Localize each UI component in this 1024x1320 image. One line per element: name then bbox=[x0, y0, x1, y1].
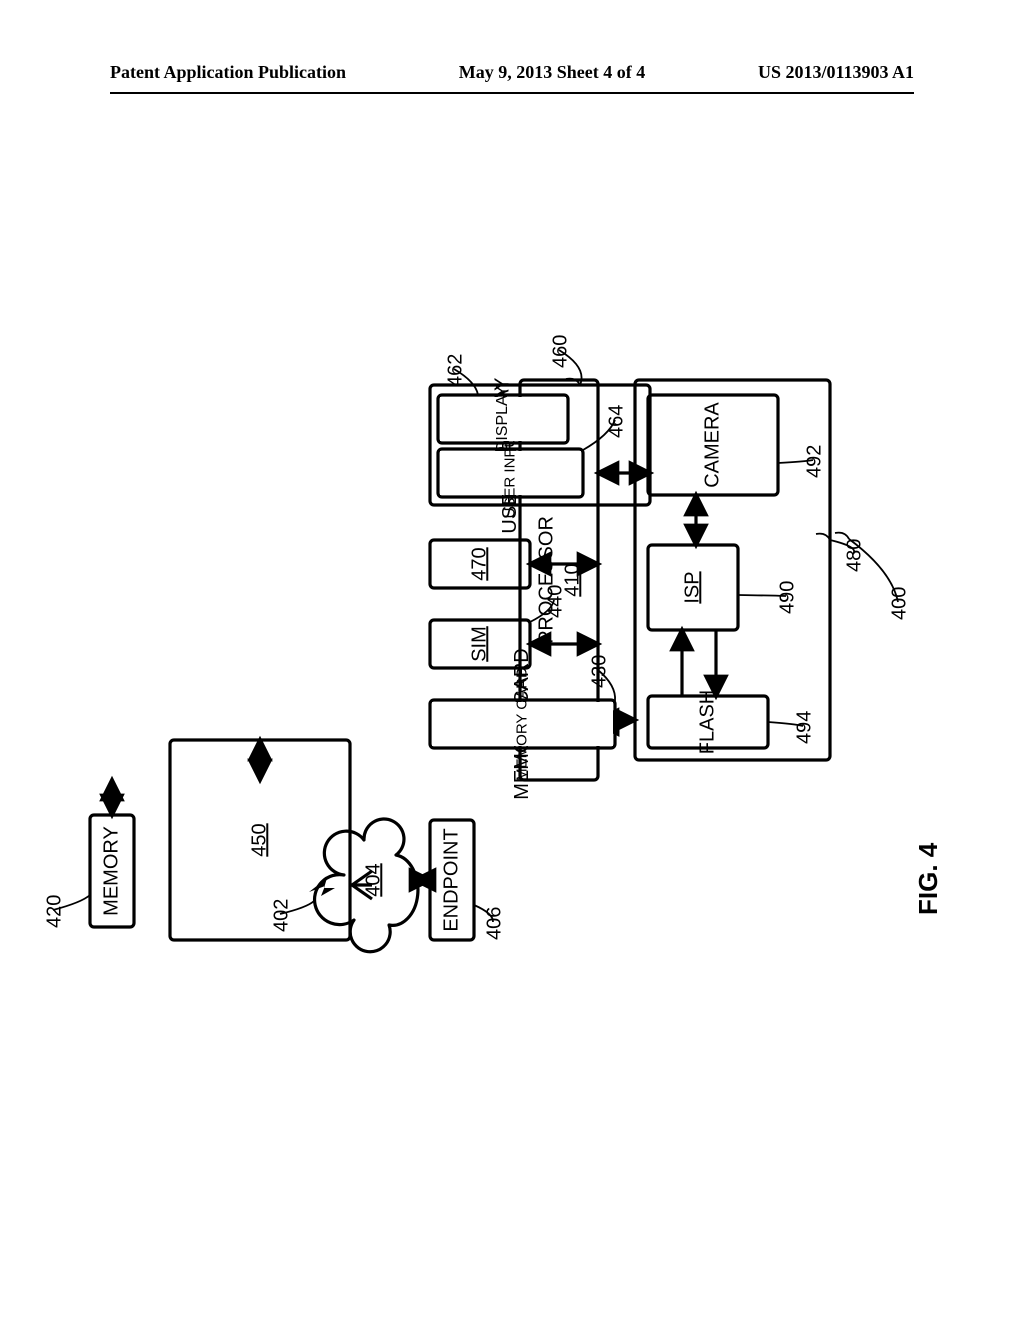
svg-text:402: 402 bbox=[270, 899, 292, 932]
svg-text:404: 404 bbox=[362, 863, 384, 896]
svg-text:ENDPOINT: ENDPOINT bbox=[440, 828, 462, 931]
figure-group: FIG. 4PROCESSOR410ENDPOINT404450MEMORYFL… bbox=[43, 335, 943, 952]
svg-text:FIG. 4: FIG. 4 bbox=[913, 842, 943, 915]
svg-text:420: 420 bbox=[43, 895, 65, 928]
svg-text:ISP: ISP bbox=[681, 571, 703, 603]
svg-text:400: 400 bbox=[888, 587, 910, 620]
figure-4-diagram: FIG. 4PROCESSOR410ENDPOINT404450MEMORYFL… bbox=[0, 0, 1024, 1320]
svg-text:FLASH: FLASH bbox=[696, 690, 718, 754]
svg-text:480: 480 bbox=[843, 539, 865, 572]
page: Patent Application Publication May 9, 20… bbox=[0, 0, 1024, 1320]
svg-text:470: 470 bbox=[468, 547, 490, 580]
svg-text:MEMORY CARD: MEMORY CARD bbox=[513, 667, 530, 781]
svg-text:490: 490 bbox=[776, 581, 798, 614]
svg-text:464: 464 bbox=[605, 405, 627, 438]
svg-text:PROCESSOR: PROCESSOR bbox=[535, 516, 557, 644]
svg-text:SIM: SIM bbox=[468, 626, 490, 662]
svg-text:CAMERA: CAMERA bbox=[701, 402, 723, 488]
svg-text:494: 494 bbox=[793, 711, 815, 744]
svg-text:450: 450 bbox=[248, 823, 270, 856]
svg-text:DISPLAY: DISPLAY bbox=[494, 385, 511, 452]
svg-text:440: 440 bbox=[544, 585, 566, 618]
svg-text:MEMORY: MEMORY bbox=[100, 826, 122, 916]
